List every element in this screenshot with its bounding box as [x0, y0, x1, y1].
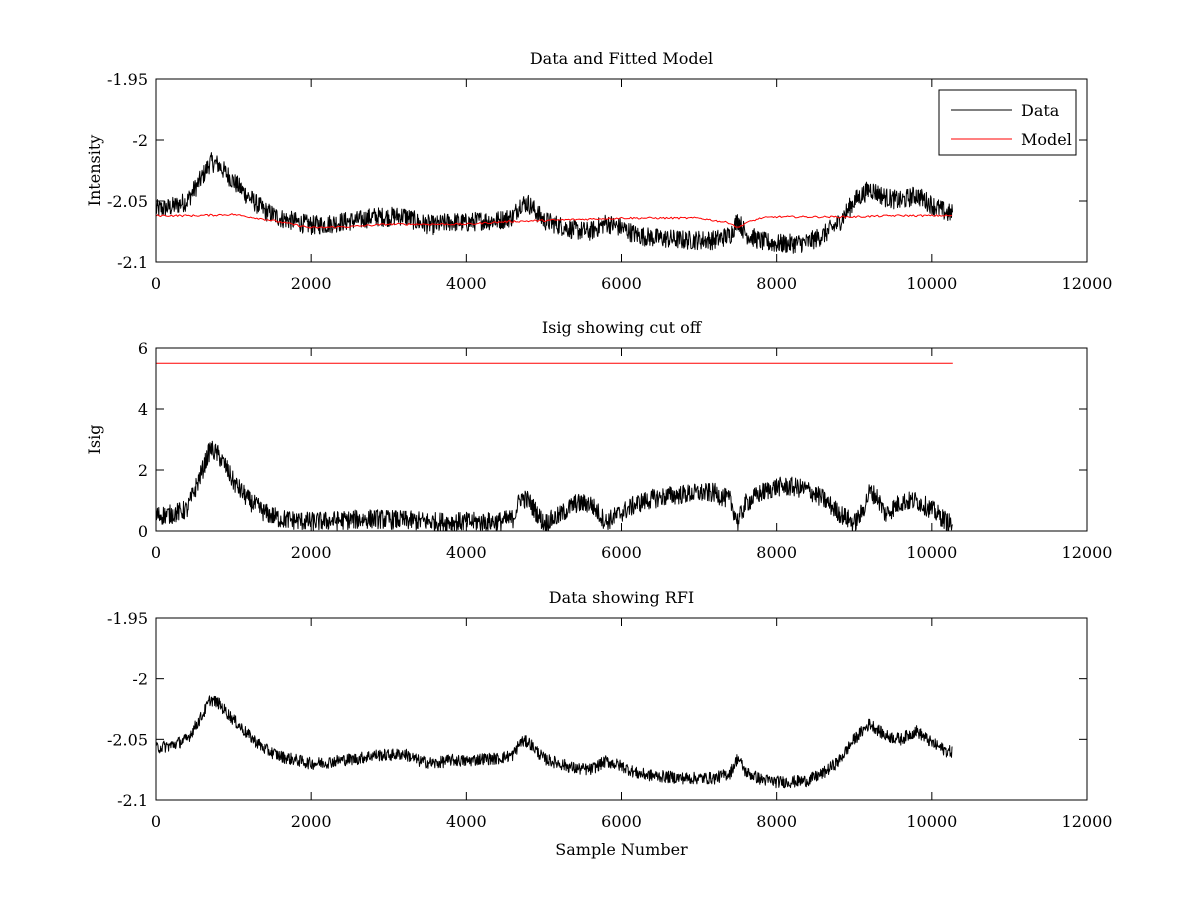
x-tick-label: 12000: [1062, 543, 1113, 562]
x-tick-label: 10000: [906, 274, 957, 293]
y-tick-label: -2.1: [117, 791, 148, 810]
plot-area: [156, 348, 1087, 531]
x-tick-label: 8000: [756, 274, 797, 293]
plot-area: [156, 618, 1087, 800]
series-line-1: [155, 440, 953, 532]
y-tick-label: -2: [132, 131, 148, 150]
subplot-2: 0 2000 4000 6000 8000 10000 12000 0 2 4 6 Isig show…: [85, 318, 1112, 562]
y-tick-label: 6: [138, 339, 148, 358]
x-tick-label: 2000: [291, 274, 332, 293]
y-tick-label: -2.1: [117, 253, 148, 272]
chart-title: Isig showing cut off: [542, 318, 703, 337]
y-axis-label: Isig: [85, 425, 104, 455]
y-axis-label: Intensity: [85, 135, 104, 207]
x-tick-label: 0: [151, 812, 161, 831]
x-tick-label: 10000: [906, 812, 957, 831]
x-tick-label: 12000: [1062, 274, 1113, 293]
legend-entry: Data: [1021, 101, 1060, 120]
x-tick-label: 0: [151, 274, 161, 293]
subplot-1: 0 2000 4000 6000 8000 10000 12000 -1.95 -2 -2.05 -…: [85, 49, 1112, 293]
legend-entry: Model: [1021, 130, 1072, 149]
series-line-1: [155, 152, 953, 254]
x-tick-label: 2000: [291, 812, 332, 831]
x-tick-label: 6000: [601, 543, 642, 562]
legend-box: [938, 89, 1077, 156]
y-tick-label: -2: [132, 670, 148, 689]
y-tick-label: -2.05: [107, 730, 148, 749]
y-tick-label: 2: [138, 461, 148, 480]
y-tick-label: -2.05: [107, 192, 148, 211]
series-line-1: [155, 695, 953, 789]
series-line-2: [155, 213, 953, 229]
y-tick-label: -1.95: [107, 70, 148, 89]
chart-title: Data and Fitted Model: [530, 49, 713, 68]
x-tick-label: 10000: [906, 543, 957, 562]
y-tick-label: 0: [138, 522, 148, 541]
x-tick-label: 4000: [446, 812, 487, 831]
x-tick-label: 2000: [291, 543, 332, 562]
y-tick-label: -1.95: [107, 609, 148, 628]
x-tick-label: 4000: [446, 543, 487, 562]
x-tick-label: 6000: [601, 274, 642, 293]
x-tick-label: 12000: [1062, 812, 1113, 831]
x-tick-label: 0: [151, 543, 161, 562]
x-tick-label: 8000: [756, 543, 797, 562]
x-axis-label: Sample Number: [555, 840, 688, 859]
x-tick-label: 4000: [446, 274, 487, 293]
y-tick-label: 4: [138, 400, 148, 419]
legend: Data Model: [938, 89, 1077, 156]
x-tick-label: 6000: [601, 812, 642, 831]
x-tick-label: 8000: [756, 812, 797, 831]
subplot-3: 0 2000 4000 6000 8000 10000 12000 -1.95 -2 -2.05 -…: [107, 588, 1112, 859]
chart-title: Data showing RFI: [549, 588, 694, 607]
